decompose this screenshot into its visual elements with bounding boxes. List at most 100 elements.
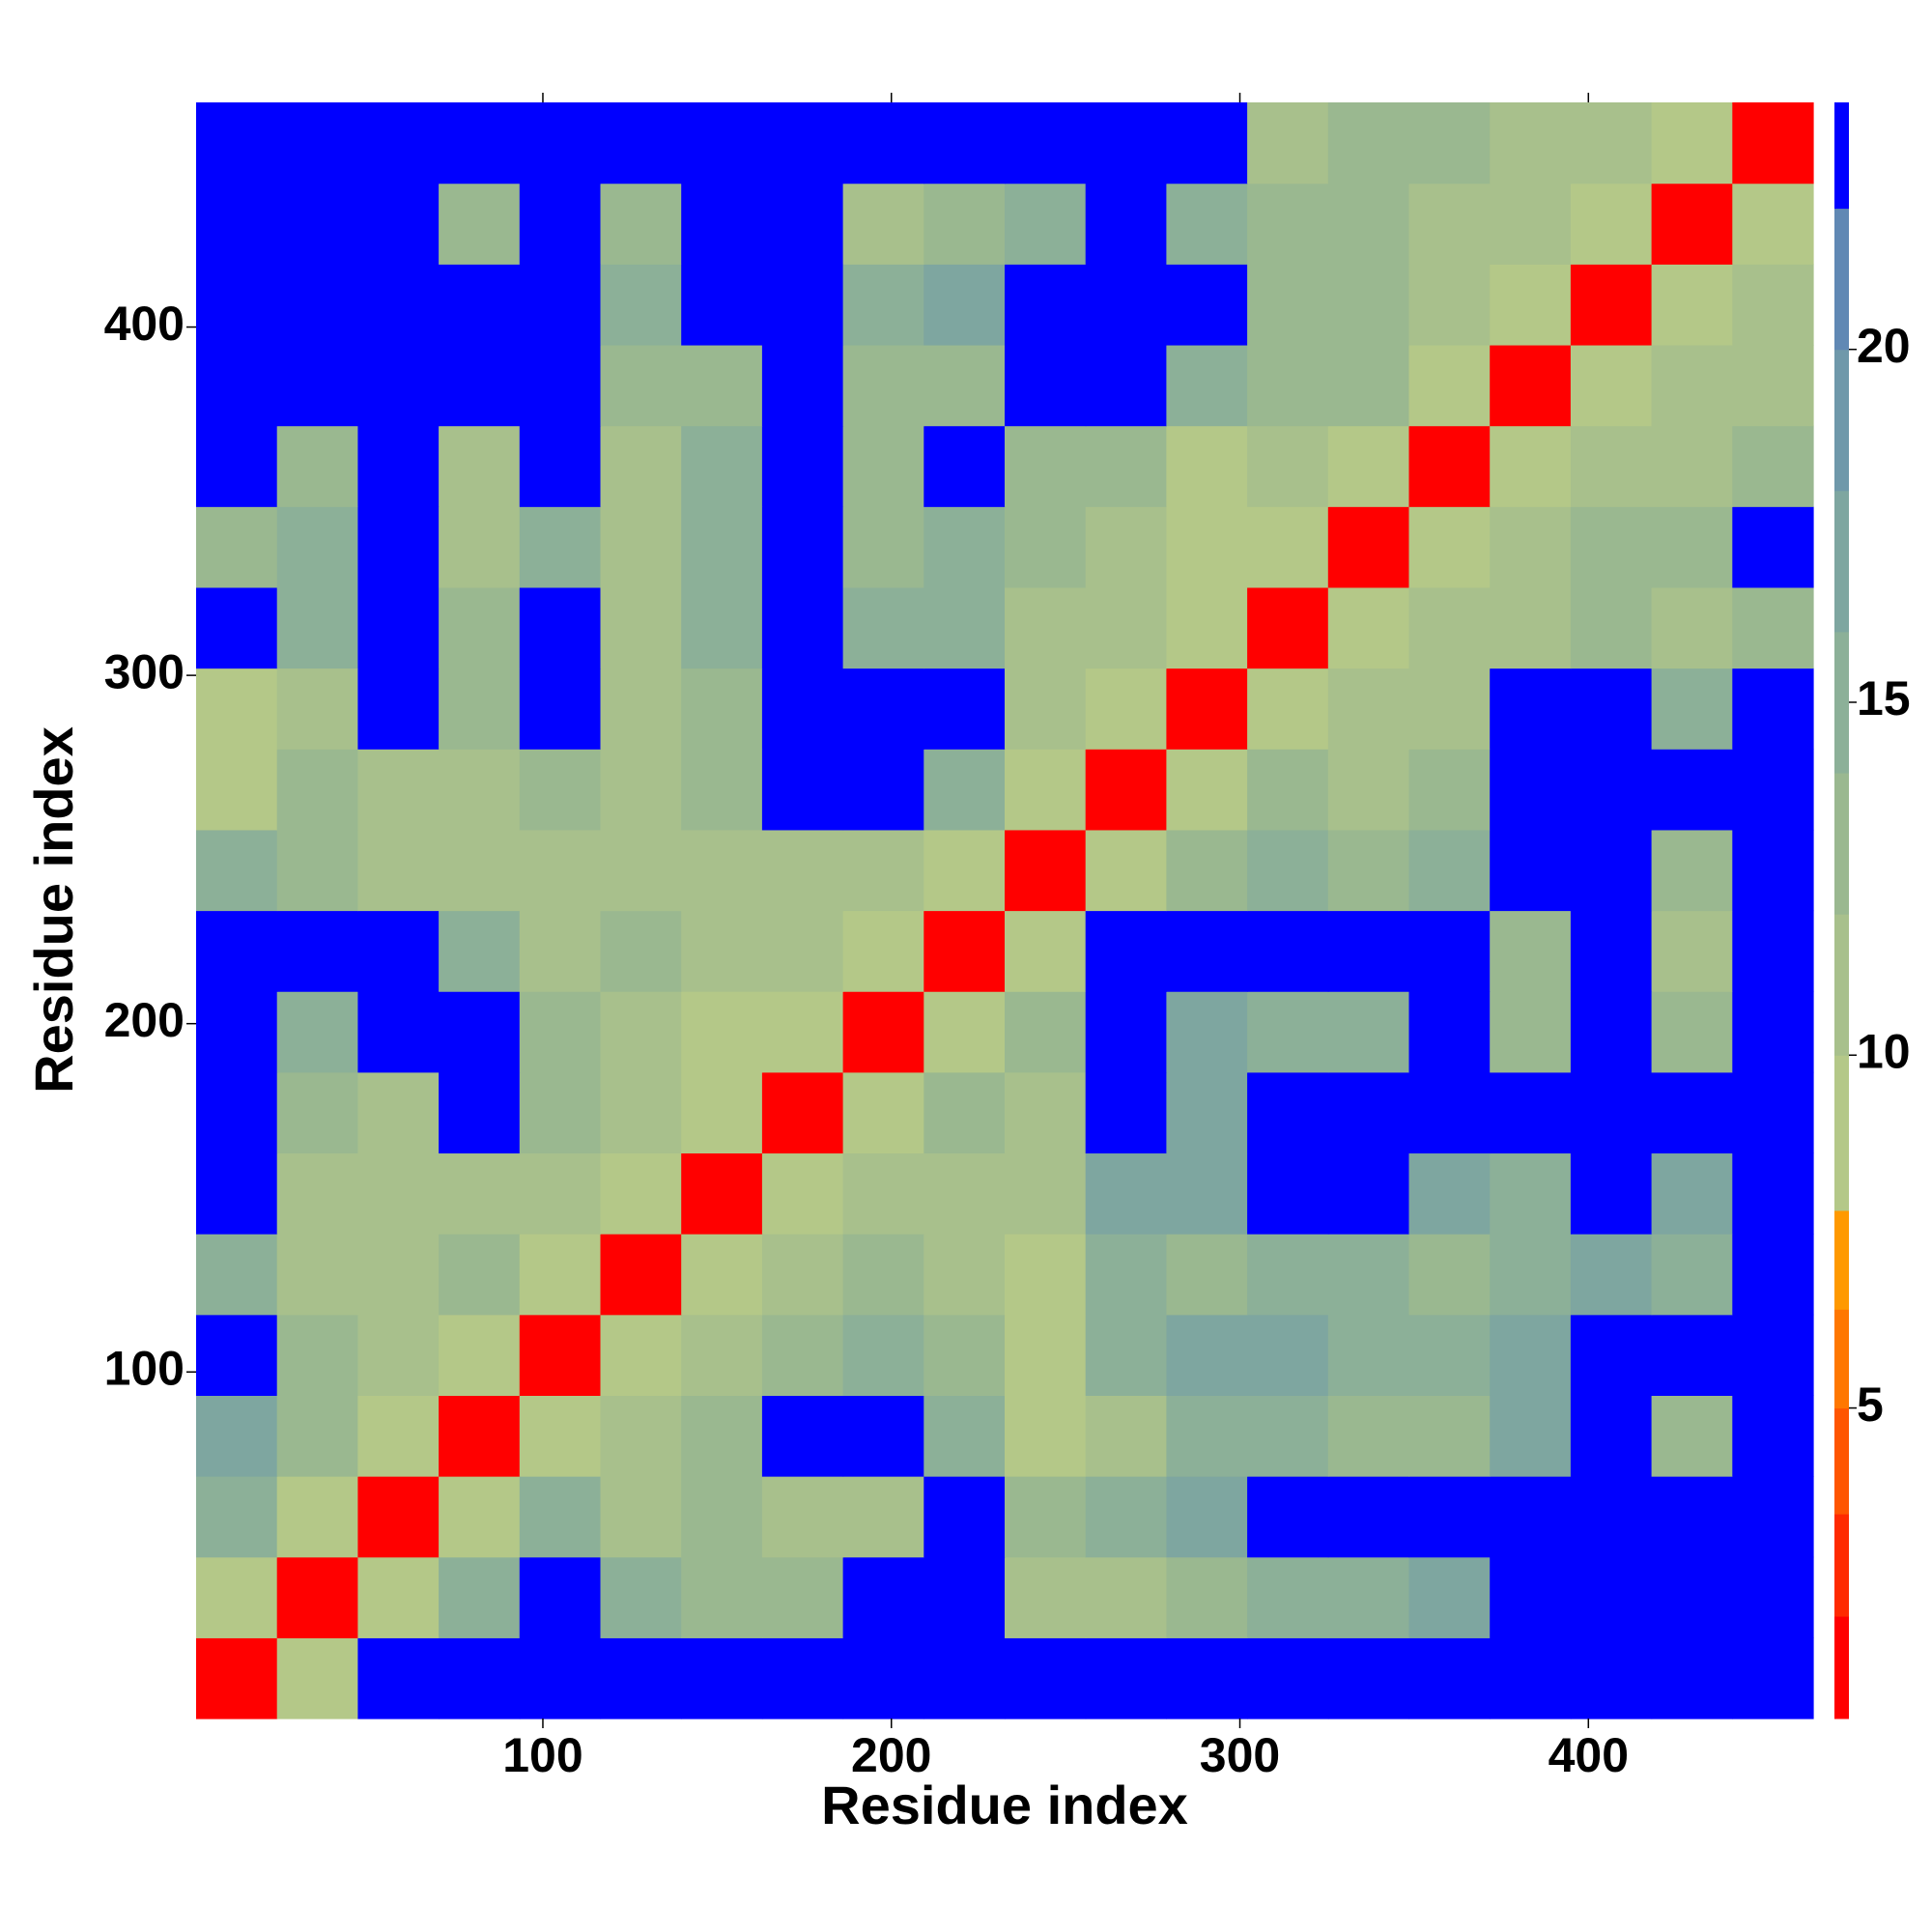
heatmap-cell xyxy=(681,1314,763,1396)
heatmap-cell xyxy=(1085,668,1167,750)
heatmap-cell xyxy=(439,586,521,669)
heatmap-cell xyxy=(1732,425,1814,507)
heatmap-cell xyxy=(519,506,602,588)
heatmap-cell xyxy=(923,1556,1006,1638)
heatmap-cell xyxy=(519,1395,602,1477)
heatmap-cell xyxy=(1651,102,1733,185)
heatmap-cell xyxy=(1651,506,1733,588)
heatmap-cell xyxy=(1005,910,1087,992)
heatmap-cell xyxy=(1490,1314,1572,1396)
heatmap-cell xyxy=(357,1314,440,1396)
heatmap-cell xyxy=(1570,991,1653,1073)
heatmap-cell xyxy=(1327,344,1410,427)
heatmap-cell xyxy=(1732,1395,1814,1477)
heatmap-cell xyxy=(276,183,358,265)
x-tick-label: 300 xyxy=(1200,1728,1280,1782)
heatmap-cell xyxy=(276,586,358,669)
heatmap-cell xyxy=(1570,1234,1653,1316)
heatmap-cell xyxy=(761,1071,844,1154)
heatmap-cell xyxy=(1490,1476,1572,1558)
heatmap-cell xyxy=(842,102,924,185)
heatmap-cell xyxy=(1005,425,1087,507)
heatmap-cell xyxy=(1651,1395,1733,1477)
heatmap-cell xyxy=(1327,1152,1410,1235)
heatmap-cell xyxy=(1166,264,1248,346)
heatmap-cell xyxy=(276,506,358,588)
heatmap-cell xyxy=(439,1071,521,1154)
colorbar-band xyxy=(1834,773,1849,915)
heatmap-cell xyxy=(600,829,682,912)
heatmap-cell xyxy=(1005,991,1087,1073)
colorbar-band xyxy=(1834,631,1849,774)
colorbar-band xyxy=(1834,208,1849,351)
heatmap-cell xyxy=(1651,1152,1733,1235)
colorbar-band xyxy=(1834,490,1849,633)
colorbar-band xyxy=(1834,1209,1849,1310)
heatmap-cell xyxy=(1408,1152,1491,1235)
heatmap-cell xyxy=(1570,506,1653,588)
heatmap-cell xyxy=(681,1637,763,1719)
heatmap-cell xyxy=(923,586,1006,669)
heatmap-cell xyxy=(1732,506,1814,588)
heatmap-cell xyxy=(357,1556,440,1638)
heatmap-cell xyxy=(1327,1637,1410,1719)
heatmap-cell xyxy=(681,1234,763,1316)
heatmap-cell xyxy=(761,264,844,346)
heatmap-cell xyxy=(1651,264,1733,346)
heatmap-cell xyxy=(923,425,1006,507)
heatmap-cell xyxy=(519,910,602,992)
heatmap-cell xyxy=(1732,829,1814,912)
y-tick-label: 200 xyxy=(104,993,185,1047)
heatmap-cell xyxy=(196,1152,278,1235)
heatmap-cell xyxy=(842,1152,924,1235)
heatmap-cell xyxy=(196,506,278,588)
colorbar-tick-label: 5 xyxy=(1857,1378,1884,1432)
heatmap-cell xyxy=(196,1637,278,1719)
heatmap-cell xyxy=(519,183,602,265)
heatmap-cell xyxy=(519,1071,602,1154)
heatmap-cell xyxy=(439,1556,521,1638)
heatmap-cell xyxy=(681,829,763,912)
heatmap-cell xyxy=(1651,344,1733,427)
heatmap-cell xyxy=(1570,749,1653,831)
heatmap-cell xyxy=(1085,749,1167,831)
heatmap-cell xyxy=(1247,991,1329,1073)
heatmap-cell xyxy=(761,344,844,427)
heatmap-cell xyxy=(1085,910,1167,992)
heatmap-cell xyxy=(276,991,358,1073)
heatmap-cell xyxy=(1085,425,1167,507)
heatmap-cell xyxy=(439,506,521,588)
heatmap-cell xyxy=(276,1234,358,1316)
heatmap-cell xyxy=(1085,183,1167,265)
heatmap-cell xyxy=(761,1395,844,1477)
heatmap-cell xyxy=(842,1314,924,1396)
heatmap-cell xyxy=(761,506,844,588)
heatmap-cell xyxy=(923,668,1006,750)
heatmap-cell xyxy=(600,1314,682,1396)
heatmap-cell xyxy=(357,668,440,750)
heatmap-cell xyxy=(1247,749,1329,831)
heatmap-cell xyxy=(439,102,521,185)
heatmap-cell xyxy=(1247,425,1329,507)
heatmap-cell xyxy=(1327,749,1410,831)
heatmap-cell xyxy=(519,829,602,912)
heatmap-cell xyxy=(1166,1637,1248,1719)
heatmap-cell xyxy=(681,749,763,831)
heatmap-cell xyxy=(439,425,521,507)
heatmap-cell xyxy=(1085,1234,1167,1316)
heatmap-cell xyxy=(761,910,844,992)
heatmap-cell xyxy=(1651,1637,1733,1719)
heatmap-cell xyxy=(1651,1234,1733,1316)
heatmap-cell xyxy=(1247,1314,1329,1396)
heatmap-cell xyxy=(1732,1314,1814,1396)
heatmap-cell xyxy=(842,1476,924,1558)
heatmap-cell xyxy=(196,264,278,346)
heatmap-cell xyxy=(1408,425,1491,507)
heatmap-cell xyxy=(1570,1395,1653,1477)
heatmap-cell xyxy=(1570,910,1653,992)
heatmap-cell xyxy=(1408,910,1491,992)
heatmap-cell xyxy=(196,344,278,427)
heatmap-cell xyxy=(1651,668,1733,750)
heatmap-cell xyxy=(1327,829,1410,912)
heatmap-cell xyxy=(1732,1637,1814,1719)
